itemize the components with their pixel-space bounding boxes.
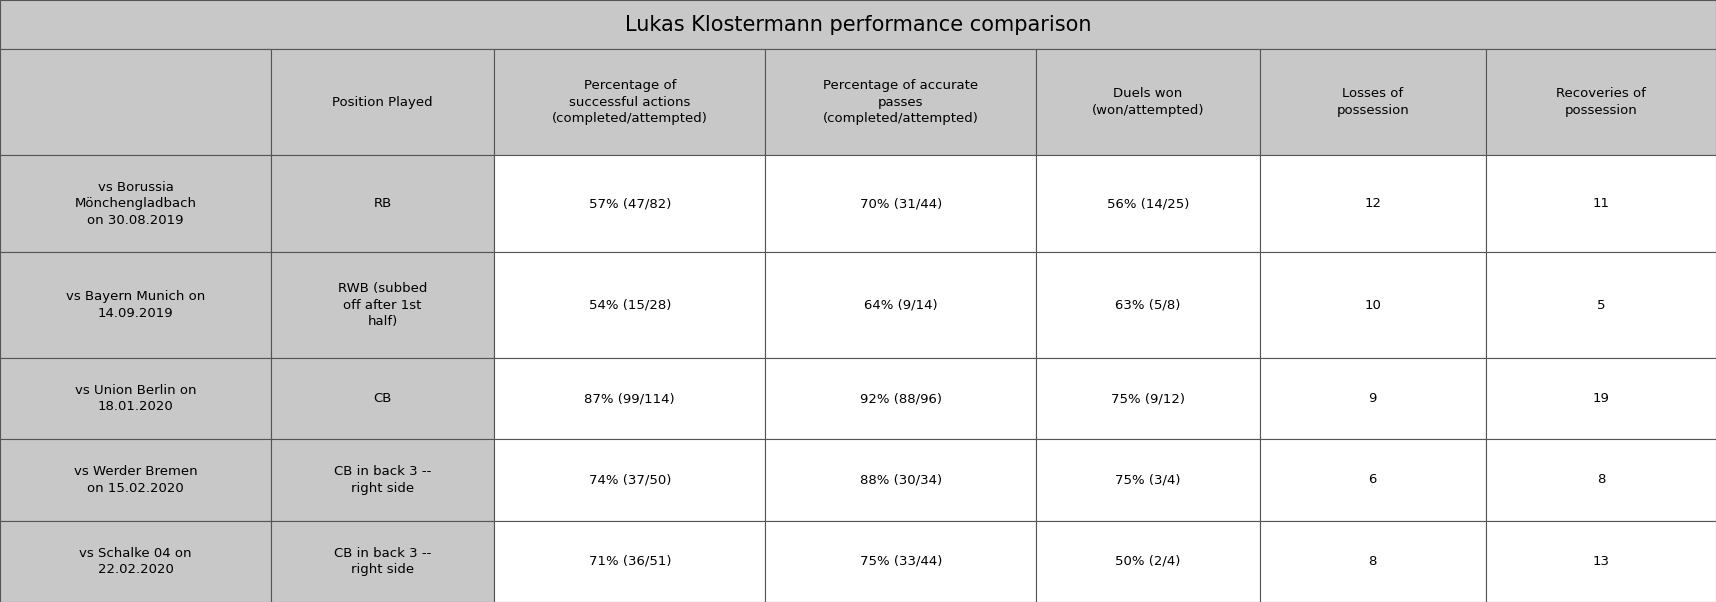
Text: vs Union Berlin on
18.01.2020: vs Union Berlin on 18.01.2020 bbox=[76, 384, 196, 414]
Text: CB in back 3 --
right side: CB in back 3 -- right side bbox=[335, 547, 431, 576]
Bar bbox=[1486, 252, 1716, 358]
Text: 57% (47/82): 57% (47/82) bbox=[589, 197, 671, 210]
Text: vs Werder Bremen
on 15.02.2020: vs Werder Bremen on 15.02.2020 bbox=[74, 465, 197, 495]
Text: CB: CB bbox=[374, 392, 391, 405]
Text: 75% (3/4): 75% (3/4) bbox=[1115, 473, 1181, 486]
Text: 54% (15/28): 54% (15/28) bbox=[589, 299, 671, 312]
Bar bbox=[1260, 358, 1486, 439]
Text: Duels won
(won/attempted): Duels won (won/attempted) bbox=[1091, 87, 1205, 117]
Text: 8: 8 bbox=[1598, 473, 1604, 486]
Text: vs Bayern Munich on
14.09.2019: vs Bayern Munich on 14.09.2019 bbox=[65, 291, 206, 320]
Bar bbox=[494, 439, 765, 521]
Text: 64% (9/14): 64% (9/14) bbox=[865, 299, 937, 312]
Bar bbox=[1036, 155, 1260, 252]
Bar bbox=[765, 252, 1036, 358]
Bar bbox=[0, 155, 271, 252]
Bar bbox=[0, 358, 271, 439]
Bar bbox=[271, 521, 494, 602]
Bar bbox=[765, 521, 1036, 602]
Bar bbox=[1260, 252, 1486, 358]
Text: 92% (88/96): 92% (88/96) bbox=[860, 392, 942, 405]
Bar bbox=[494, 521, 765, 602]
Bar bbox=[765, 49, 1036, 155]
Text: 9: 9 bbox=[1369, 392, 1376, 405]
Bar bbox=[271, 358, 494, 439]
Bar bbox=[1260, 521, 1486, 602]
Bar bbox=[271, 252, 494, 358]
Text: 13: 13 bbox=[1592, 555, 1610, 568]
Bar bbox=[494, 358, 765, 439]
Bar bbox=[1260, 49, 1486, 155]
Text: Lukas Klostermann performance comparison: Lukas Klostermann performance comparison bbox=[625, 14, 1091, 35]
Text: vs Schalke 04 on
22.02.2020: vs Schalke 04 on 22.02.2020 bbox=[79, 547, 192, 576]
Text: 8: 8 bbox=[1369, 555, 1376, 568]
Text: 12: 12 bbox=[1364, 197, 1381, 210]
Text: Recoveries of
possession: Recoveries of possession bbox=[1556, 87, 1646, 117]
Bar bbox=[494, 49, 765, 155]
Text: 6: 6 bbox=[1369, 473, 1376, 486]
Text: 74% (37/50): 74% (37/50) bbox=[589, 473, 671, 486]
Text: 88% (30/34): 88% (30/34) bbox=[860, 473, 942, 486]
Bar bbox=[1260, 155, 1486, 252]
Text: Percentage of
successful actions
(completed/attempted): Percentage of successful actions (comple… bbox=[553, 79, 707, 125]
Text: 70% (31/44): 70% (31/44) bbox=[860, 197, 942, 210]
Bar bbox=[1036, 252, 1260, 358]
Text: Losses of
possession: Losses of possession bbox=[1337, 87, 1409, 117]
Bar bbox=[0, 439, 271, 521]
Text: 10: 10 bbox=[1364, 299, 1381, 312]
Bar bbox=[1486, 358, 1716, 439]
Bar bbox=[1036, 439, 1260, 521]
Text: 11: 11 bbox=[1592, 197, 1610, 210]
Text: 87% (99/114): 87% (99/114) bbox=[585, 392, 674, 405]
Text: 75% (33/44): 75% (33/44) bbox=[860, 555, 942, 568]
Text: 71% (36/51): 71% (36/51) bbox=[589, 555, 671, 568]
Bar bbox=[765, 155, 1036, 252]
Bar bbox=[765, 439, 1036, 521]
Bar bbox=[1486, 521, 1716, 602]
Bar bbox=[1486, 155, 1716, 252]
Text: Percentage of accurate
passes
(completed/attempted): Percentage of accurate passes (completed… bbox=[824, 79, 978, 125]
Text: vs Borussia
Mönchengladbach
on 30.08.2019: vs Borussia Mönchengladbach on 30.08.201… bbox=[74, 181, 197, 227]
Text: 19: 19 bbox=[1592, 392, 1610, 405]
Text: Position Played: Position Played bbox=[333, 96, 432, 108]
Text: 50% (2/4): 50% (2/4) bbox=[1115, 555, 1181, 568]
Text: RB: RB bbox=[374, 197, 391, 210]
Bar bbox=[494, 252, 765, 358]
Bar bbox=[0, 521, 271, 602]
Bar bbox=[1036, 49, 1260, 155]
Bar bbox=[1486, 439, 1716, 521]
Bar bbox=[765, 358, 1036, 439]
Bar bbox=[1036, 521, 1260, 602]
Text: 75% (9/12): 75% (9/12) bbox=[1110, 392, 1186, 405]
Bar bbox=[0, 49, 271, 155]
Bar bbox=[271, 155, 494, 252]
Bar bbox=[271, 439, 494, 521]
Bar bbox=[1036, 358, 1260, 439]
Bar bbox=[271, 49, 494, 155]
Text: 56% (14/25): 56% (14/25) bbox=[1107, 197, 1189, 210]
Text: CB in back 3 --
right side: CB in back 3 -- right side bbox=[335, 465, 431, 495]
Bar bbox=[0, 252, 271, 358]
Bar bbox=[494, 155, 765, 252]
Bar bbox=[0, 0, 1716, 49]
Text: 63% (5/8): 63% (5/8) bbox=[1115, 299, 1181, 312]
Text: RWB (subbed
off after 1st
half): RWB (subbed off after 1st half) bbox=[338, 282, 427, 328]
Text: 5: 5 bbox=[1598, 299, 1604, 312]
Bar bbox=[1486, 49, 1716, 155]
Bar bbox=[1260, 439, 1486, 521]
